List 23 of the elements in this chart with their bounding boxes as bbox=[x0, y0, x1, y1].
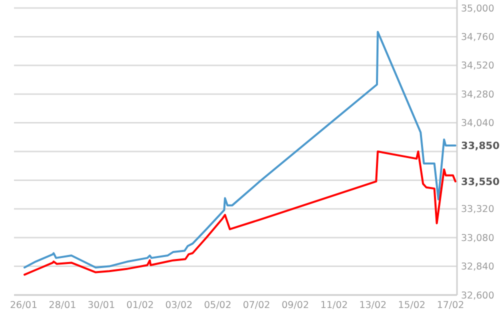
x-tick-label: 30/01 bbox=[88, 300, 115, 311]
x-tick-label: 15/02 bbox=[398, 300, 426, 311]
y-tick-label: 32,840 bbox=[461, 262, 494, 273]
y-tick-label: 34,520 bbox=[461, 60, 494, 72]
x-tick-label: 09/02 bbox=[282, 300, 310, 311]
x-tick-label: 11/02 bbox=[320, 300, 348, 311]
y-tick-label: 34,760 bbox=[461, 32, 494, 44]
y-tick-label: 33,320 bbox=[461, 204, 494, 216]
y-tick-label: 34,280 bbox=[461, 89, 494, 100]
x-tick-label: 05/02 bbox=[204, 300, 232, 311]
y-tick-label: 35,000 bbox=[461, 3, 494, 14]
y-tick-label: 33,080 bbox=[461, 232, 494, 244]
annotation: 33,850 bbox=[461, 141, 500, 152]
y-tick-label: 32,600 bbox=[461, 290, 494, 302]
x-tick-label: 03/02 bbox=[165, 300, 193, 311]
x-tick-label: 01/02 bbox=[126, 300, 154, 311]
x-tick-label: 17/02 bbox=[436, 300, 464, 311]
x-tick-label: 26/01 bbox=[10, 300, 38, 311]
x-tick-label: 07/02 bbox=[242, 300, 270, 311]
x-tick-label: 13/02 bbox=[359, 300, 387, 311]
y-tick-label: 34,040 bbox=[461, 118, 494, 130]
annotation: 33,550 bbox=[461, 176, 500, 188]
x-tick-label: 28/01 bbox=[48, 300, 76, 311]
